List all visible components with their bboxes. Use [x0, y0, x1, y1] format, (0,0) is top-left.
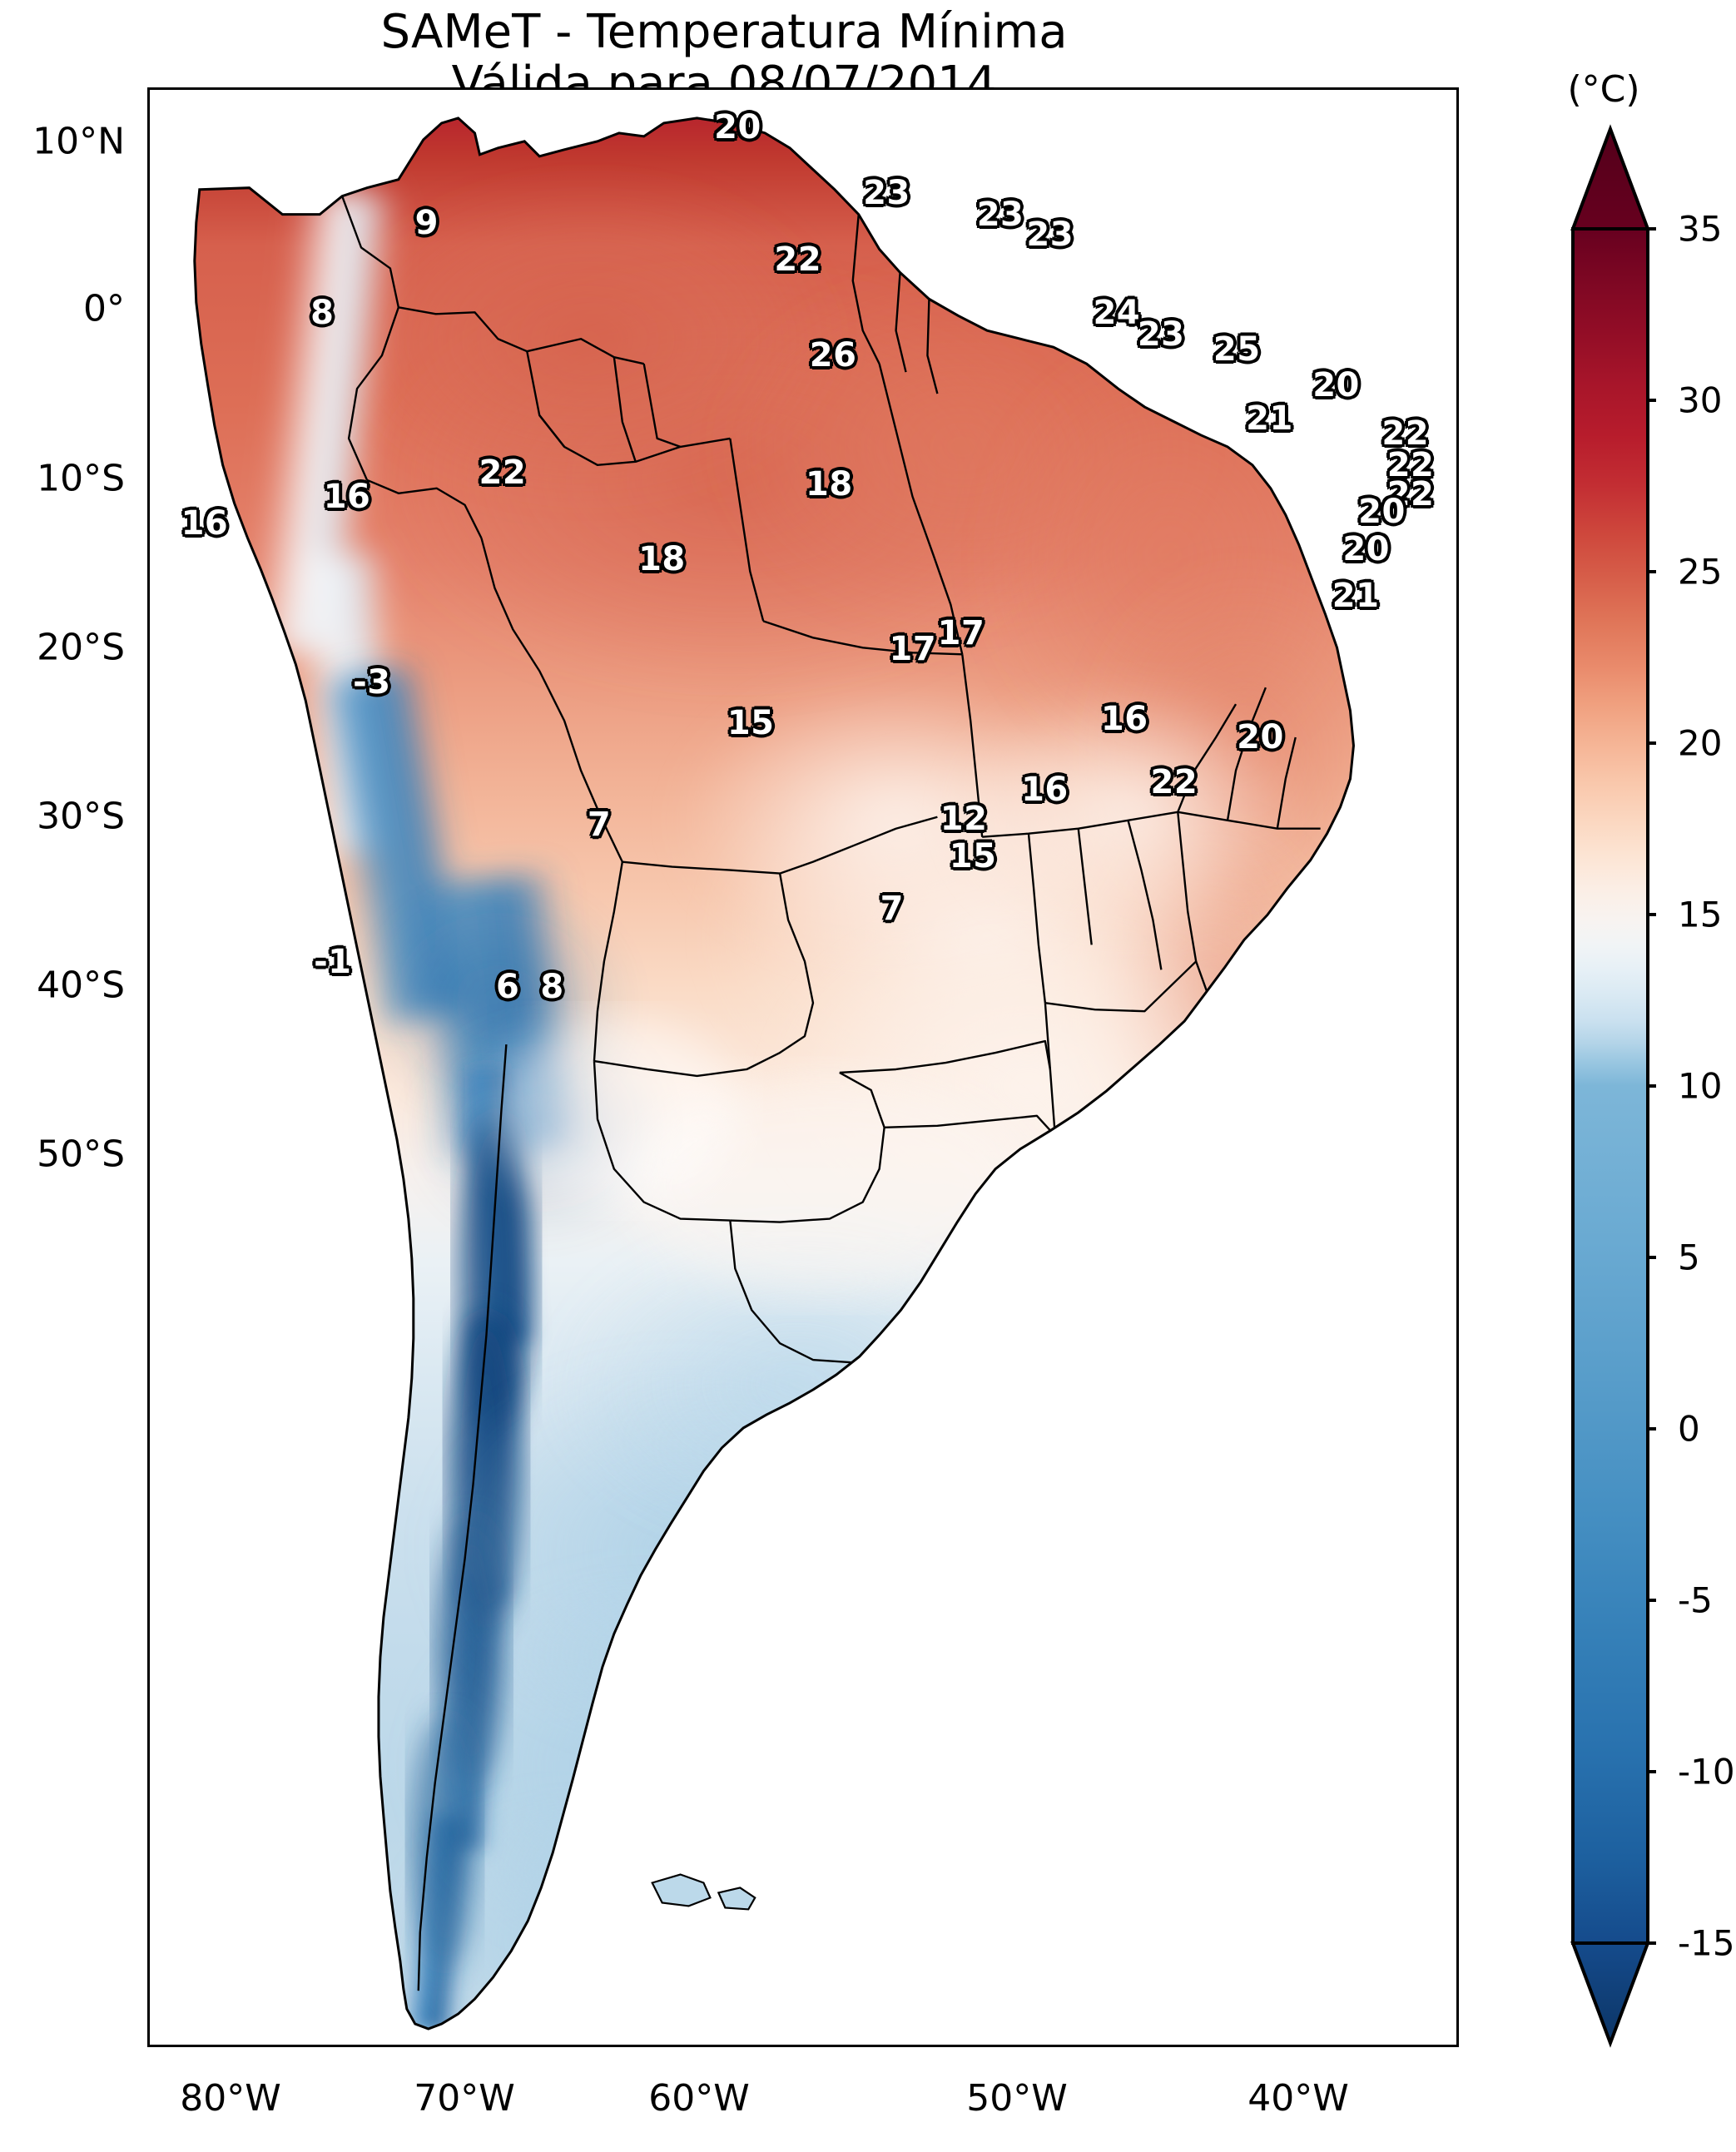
station-label: 18 — [638, 539, 686, 578]
x-tick-80w: 80°W — [180, 2077, 281, 2120]
map-plot-area[interactable]: 20 9 23 23 23 22 8 24 23 26 25 20 21 22 … — [147, 87, 1459, 2047]
title-line-1: SAMeT - Temperatura Mínima — [380, 5, 1068, 59]
temperature-field — [194, 117, 1354, 2030]
station-label: 23 — [863, 174, 910, 213]
station-label: 24 — [1093, 293, 1141, 332]
colorbar-tick-15: 15 — [1678, 894, 1723, 935]
station-label: 20 — [1342, 530, 1390, 568]
temperature-map — [193, 117, 1355, 2031]
station-label: -1 — [314, 942, 352, 981]
station-label: 22 — [1150, 762, 1198, 801]
y-tick-10n: 10°N — [32, 120, 125, 163]
station-label: 22 — [1386, 475, 1435, 514]
colorbar-tick-n10: -10 — [1678, 1751, 1735, 1793]
station-label: 21 — [1246, 399, 1293, 438]
x-tick-60w: 60°W — [648, 2077, 750, 2120]
colorbar-tick-n15: -15 — [1678, 1922, 1735, 1964]
page-title: SAMeT - Temperatura Mínima Válida para 0… — [0, 7, 1448, 110]
station-label: 12 — [940, 800, 988, 839]
station-label: 16 — [1100, 700, 1148, 739]
station-label: 23 — [976, 196, 1024, 235]
y-tick-0: 0° — [83, 287, 125, 330]
colorbar-tick-25: 25 — [1678, 551, 1723, 593]
colorbar-unit-label: (°C) — [1567, 68, 1640, 111]
station-label: 7 — [587, 806, 612, 845]
station-label: 16 — [1021, 770, 1069, 809]
station-label: 17 — [889, 629, 937, 668]
station-label: 22 — [479, 454, 527, 493]
station-label: 22 — [774, 240, 822, 280]
y-tick-50s: 50°S — [37, 1133, 125, 1176]
station-label: 18 — [806, 465, 853, 504]
station-label: 25 — [1213, 330, 1261, 369]
colorbar[interactable]: (°C) — [1565, 68, 1736, 2051]
colorbar-tick-n5: -5 — [1678, 1579, 1713, 1621]
y-tick-30s: 30°S — [37, 795, 125, 838]
colorbar-tick-0: 0 — [1678, 1408, 1700, 1450]
islands — [651, 1873, 756, 1911]
colorbar-gradient — [1570, 124, 1656, 2048]
y-tick-40s: 40°S — [37, 964, 125, 1007]
colorbar-tick-5: 5 — [1678, 1237, 1700, 1278]
colorbar-tick-30: 30 — [1678, 379, 1723, 421]
y-tick-10s: 10°S — [37, 457, 125, 500]
colorbar-tick-10: 10 — [1678, 1065, 1723, 1107]
y-tick-20s: 20°S — [37, 626, 125, 669]
station-label: 8 — [310, 293, 335, 332]
station-label: 15 — [727, 704, 775, 743]
station-label: 23 — [1026, 215, 1074, 254]
x-tick-70w: 70°W — [414, 2077, 515, 2120]
colorbar-tick-35: 35 — [1678, 208, 1723, 250]
x-tick-40w: 40°W — [1247, 2077, 1349, 2120]
station-label: 16 — [323, 477, 371, 516]
colorbar-tick-20: 20 — [1678, 722, 1723, 764]
station-label: 6 — [496, 968, 520, 1007]
station-label: 20 — [1358, 493, 1406, 532]
station-label: 20 — [714, 107, 761, 146]
station-label: 21 — [1332, 577, 1380, 616]
station-label: -3 — [353, 662, 391, 702]
station-label: 26 — [809, 336, 857, 375]
station-label: 8 — [540, 968, 564, 1007]
station-label: 20 — [1237, 717, 1284, 756]
station-label: 16 — [181, 504, 229, 543]
x-tick-50w: 50°W — [966, 2077, 1068, 2120]
station-label: 23 — [1137, 315, 1185, 354]
station-label: 20 — [1312, 365, 1360, 404]
station-label: 7 — [880, 890, 904, 929]
station-label: 9 — [414, 203, 439, 242]
station-label: 22 — [1386, 446, 1435, 484]
station-label: 17 — [937, 614, 985, 653]
station-label: 15 — [949, 836, 997, 875]
station-label: 22 — [1381, 414, 1430, 454]
